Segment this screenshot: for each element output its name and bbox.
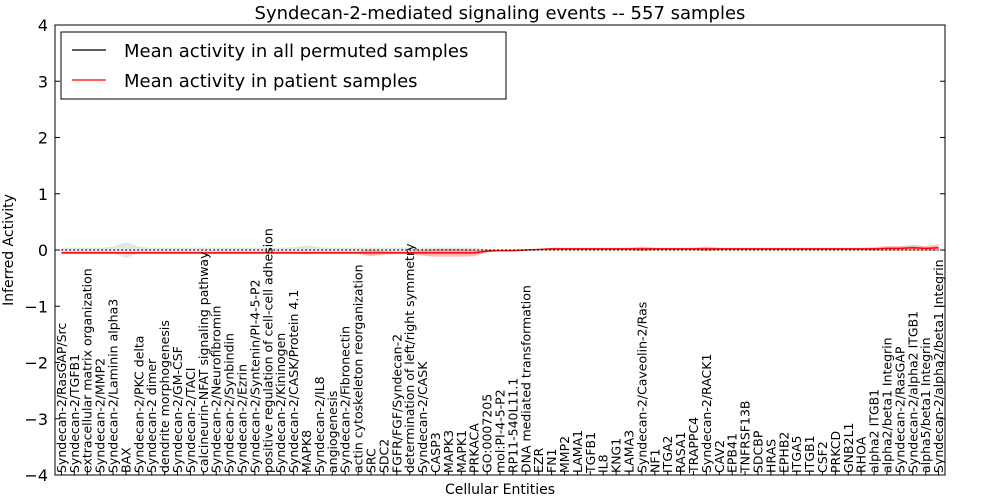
- y-tick-label: −3: [24, 410, 48, 429]
- x-tick-label: dendrite morphogenesis: [157, 320, 172, 473]
- x-tick-label: ITGA5: [789, 435, 804, 473]
- x-tick-label: calcineurin-NFAT signaling pathway: [196, 251, 211, 473]
- x-tick-label: Syndecan-2/RasGAP: [892, 346, 907, 473]
- x-tick-label: angiogenesis: [325, 391, 340, 473]
- y-axis-label: Inferred Activity: [1, 194, 17, 306]
- x-tick-label: MAPK8: [299, 430, 314, 473]
- x-tick-label: HRAS: [763, 439, 778, 473]
- x-tick-label: RHOA: [854, 436, 869, 473]
- x-tick-label: Syndecan-2/Syntenin/PI-4-5-P2: [247, 279, 262, 473]
- legend-label-patient: Mean activity in patient samples: [124, 71, 418, 92]
- x-tick-label: PRKACA: [467, 423, 482, 473]
- x-tick-label: Syndecan-2/Laminin alpha3: [106, 299, 121, 473]
- x-tick-label: Syndecan-2 dimer: [144, 358, 159, 473]
- x-tick-label: EPB41: [725, 433, 740, 473]
- x-tick-label: FGFR/FGF/Syndecan-2: [389, 334, 404, 473]
- y-tick-label: −4: [24, 466, 48, 485]
- legend-label-permuted: Mean activity in all permuted samples: [124, 41, 468, 62]
- legend: Mean activity in all permuted samples Me…: [60, 31, 507, 100]
- x-tick-label: SRC: [364, 448, 379, 473]
- x-tick-label: KNG1: [609, 438, 624, 473]
- x-tick-label: TRAPPC4: [686, 417, 701, 474]
- x-axis-label: Cellular Entities: [445, 482, 555, 498]
- x-tick-label: Syndecan-2/IL8: [312, 376, 327, 473]
- x-tick-label: Syndecan-2/Kininogen: [273, 333, 288, 473]
- x-tick-label: LAMA1: [570, 430, 585, 473]
- x-tick-label: Syndecan-2/MMP2: [93, 358, 108, 473]
- patient-mean-line: [61, 246, 939, 254]
- x-tick-label: NF1: [647, 449, 662, 474]
- chart-title: Syndecan-2-mediated signaling events -- …: [255, 3, 746, 24]
- x-tick-label: Syndecan-2/Neurofibromin: [209, 306, 224, 473]
- x-tick-label: LAMA3: [621, 430, 636, 473]
- y-tick-label: 3: [38, 72, 48, 91]
- x-tick-label: positive regulation of cell-cell adhesio…: [260, 228, 275, 473]
- x-tick-label: ITGA2: [660, 435, 675, 473]
- x-tick-label: PRKCD: [828, 431, 843, 473]
- x-tick-label: alpha2/beta1 Integrin: [879, 337, 894, 473]
- x-tick-label: Syndecan-2/CASK: [415, 361, 430, 473]
- x-tick-label: Syndecan-2/TACI: [183, 368, 198, 473]
- x-tick-label: GO:0007205: [480, 394, 495, 473]
- x-tick-label: Syndecan-2/TGFB1: [67, 354, 82, 473]
- y-tick-label: −2: [24, 354, 48, 373]
- x-tick-label: DNA mediated transformation: [518, 285, 533, 473]
- x-tick-label: GNB2L1: [841, 423, 856, 473]
- y-tick-label: 4: [38, 16, 48, 35]
- x-tick-label: CAV2: [712, 440, 727, 473]
- x-tick-label: Syndecan-2/Fibronectin: [338, 326, 353, 473]
- x-tick-label: CSF2: [815, 441, 830, 473]
- x-tick-label: Syndecan-2/Ezrin: [235, 364, 250, 473]
- x-tick-label: IL8: [596, 454, 611, 473]
- x-tick-label: BAX: [118, 447, 133, 473]
- x-tick-label: alpha5/beta1 Integrin: [918, 337, 933, 473]
- x-tick-label: SDCBP: [750, 430, 765, 473]
- y-tick-label: 1: [38, 185, 48, 204]
- y-tick-label: −1: [24, 297, 48, 316]
- x-tick-label: Syndecan-2/alpha2/beta1 Integrin: [931, 259, 946, 473]
- x-tick-label: MAPK1: [454, 430, 469, 473]
- x-tick-label: SDC2: [376, 439, 391, 473]
- x-tick-label: EZR: [531, 448, 546, 473]
- x-tick-label: Syndecan-2/CASK/Protein 4.1: [286, 290, 301, 473]
- x-tick-label: Syndecan-2/alpha2 ITGB1: [905, 311, 920, 473]
- x-tick-label: MMP2: [557, 436, 572, 473]
- x-tick-label: RASA1: [673, 432, 688, 473]
- x-tick-label: alpha2 ITGB1: [867, 389, 882, 473]
- x-tick-label: RP11-540L11.1: [505, 378, 520, 473]
- y-tick-label: 0: [38, 241, 48, 260]
- x-tick-label: mol:PI-4-5-P2: [493, 389, 508, 473]
- x-tick-label: Syndecan-2/RasGAP/Src: [54, 323, 69, 473]
- x-tick-label: Syndecan-2/Caveolin-2/Ras: [634, 302, 649, 473]
- x-tick-label: actin cytoskeleton reorganization: [351, 264, 366, 473]
- x-tick-label: determination of left/right symmetry: [402, 243, 417, 473]
- x-tick-label: TNFRSF13B: [738, 401, 753, 474]
- x-tick-label: Syndecan-2/RACK1: [699, 354, 714, 473]
- x-tick-label: TGFB1: [583, 432, 598, 474]
- y-tick-label: 2: [38, 129, 48, 148]
- x-tick-label: Syndecan-2/Synbindin: [222, 333, 237, 473]
- x-tick-label: FN1: [544, 449, 559, 474]
- x-tick-label: extracellular matrix organization: [80, 268, 95, 473]
- x-tick-label: ITGB1: [802, 435, 817, 473]
- x-tick-label: Syndecan-2/GM-CSF: [170, 346, 185, 473]
- x-tick-label: Syndecan-2/PKC delta: [131, 336, 146, 473]
- x-tick-label: EPHB2: [776, 432, 791, 473]
- x-tick-label: MAPK3: [441, 430, 456, 473]
- x-tick-label: CASP3: [428, 432, 443, 473]
